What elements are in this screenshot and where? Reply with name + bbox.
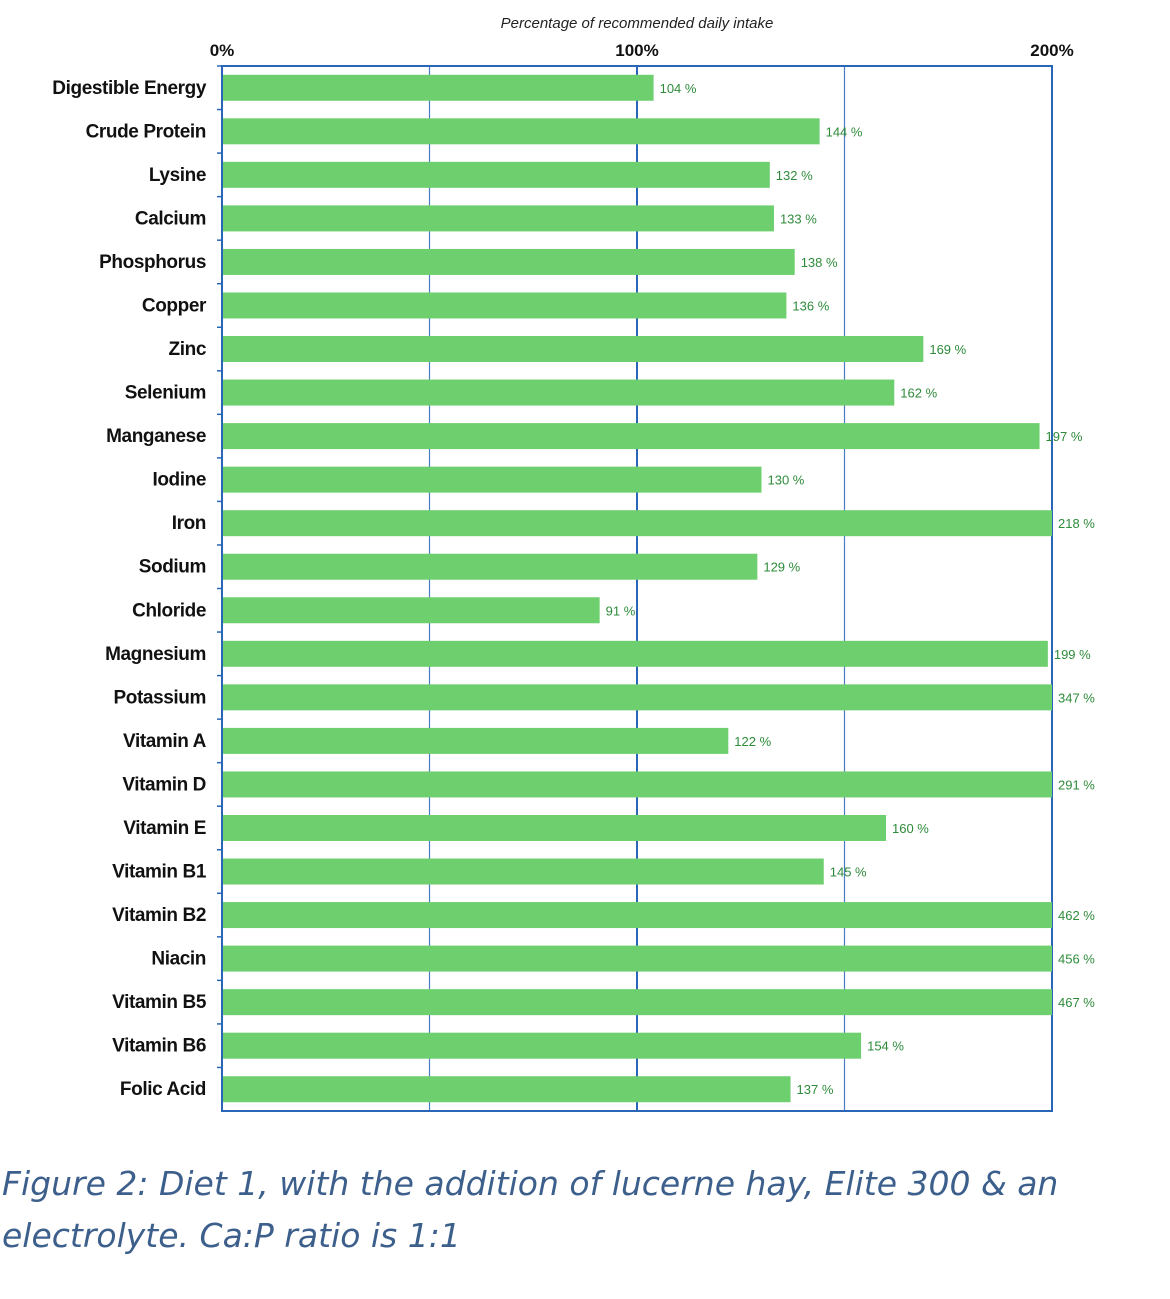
category-label: Vitamin E [123, 818, 206, 839]
bar-chart: Percentage of recommended daily intake 0… [52, 15, 1095, 1112]
data-label: 160 % [892, 821, 929, 836]
data-label: 462 % [1058, 908, 1095, 923]
bar [223, 161, 770, 188]
data-label: 91 % [606, 603, 636, 618]
data-label: 130 % [768, 473, 805, 488]
data-label: 122 % [734, 734, 771, 749]
data-label: 138 % [801, 255, 838, 270]
data-label: 129 % [763, 560, 800, 575]
category-label: Vitamin B2 [112, 905, 206, 926]
category-label: Crude Protein [86, 121, 206, 142]
figure-caption: Figure 2: Diet 1, with the addition of l… [2, 1164, 1059, 1255]
category-label: Niacin [151, 949, 206, 970]
data-label: 199 % [1054, 647, 1091, 662]
bar [223, 727, 729, 754]
chart-title: Percentage of recommended daily intake [501, 15, 774, 32]
chart-container: Percentage of recommended daily intake 0… [52, 15, 1095, 1112]
category-label: Zinc [169, 339, 207, 360]
data-label: 137 % [797, 1082, 834, 1097]
category-label: Vitamin B1 [112, 862, 207, 883]
category-label: Folic Acid [120, 1079, 206, 1100]
bar [223, 989, 1052, 1016]
category-label: Chloride [132, 600, 206, 621]
bar [223, 1076, 791, 1103]
bar [223, 814, 886, 841]
data-label: 169 % [929, 342, 966, 357]
bar [223, 510, 1052, 537]
data-label: 291 % [1058, 777, 1095, 792]
bar [223, 292, 787, 319]
x-tick-label: 200% [1030, 41, 1073, 60]
data-label: 132 % [776, 168, 813, 183]
bar [223, 640, 1048, 667]
bar [223, 771, 1052, 798]
data-label: 456 % [1058, 952, 1095, 967]
category-label: Vitamin B6 [112, 1036, 206, 1057]
category-label: Vitamin D [122, 774, 206, 795]
bar [223, 684, 1052, 711]
category-label: Manganese [106, 426, 206, 447]
category-label: Lysine [149, 165, 206, 186]
data-label: 218 % [1058, 516, 1095, 531]
bar [223, 74, 654, 101]
x-tick-label: 0% [210, 41, 235, 60]
data-label: 162 % [900, 386, 937, 401]
bar [223, 248, 795, 275]
bar [223, 1032, 862, 1059]
category-label: Selenium [125, 383, 206, 404]
category-label: Iodine [152, 470, 206, 491]
bar [223, 553, 758, 580]
bar [223, 858, 824, 885]
bar [223, 205, 774, 232]
data-label: 144 % [826, 124, 863, 139]
data-label: 136 % [792, 298, 829, 313]
category-label: Iron [172, 513, 206, 534]
bar [223, 597, 600, 624]
data-label: 145 % [830, 865, 867, 880]
category-label: Vitamin B5 [112, 992, 207, 1013]
bar [223, 902, 1052, 929]
category-label: Phosphorus [99, 252, 206, 273]
data-label: 133 % [780, 211, 817, 226]
category-label: Sodium [139, 557, 206, 578]
bar [223, 466, 762, 493]
bar [223, 118, 820, 145]
bar [223, 945, 1052, 972]
x-tick-label: 100% [615, 41, 658, 60]
data-label: 104 % [660, 81, 697, 96]
category-label: Magnesium [105, 644, 206, 665]
data-label: 154 % [867, 1039, 904, 1054]
data-label: 467 % [1058, 995, 1095, 1010]
data-label: 347 % [1058, 690, 1095, 705]
category-label: Digestible Energy [52, 78, 207, 99]
bar [223, 336, 924, 363]
bar [223, 379, 895, 406]
category-label: Vitamin A [123, 731, 207, 752]
data-label: 197 % [1046, 429, 1083, 444]
category-label: Copper [142, 295, 207, 316]
category-label: Potassium [114, 687, 207, 708]
category-label: Calcium [135, 208, 206, 229]
bar [223, 423, 1040, 450]
